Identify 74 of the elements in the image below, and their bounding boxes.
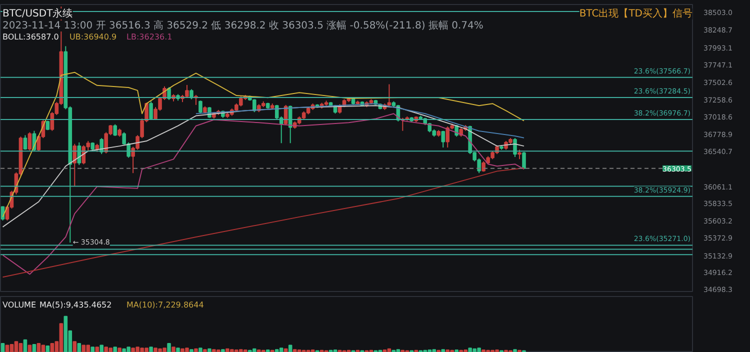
bar xyxy=(18,342,23,352)
candlestick xyxy=(28,132,32,151)
chart-title: BTC/USDT永续 xyxy=(2,8,73,20)
bar xyxy=(167,342,171,352)
bar xyxy=(297,349,302,352)
text: MA(5):9,435.4652 xyxy=(40,300,112,310)
bar xyxy=(274,349,279,352)
line-series xyxy=(2,168,524,278)
text: MA(10):7,229.8644 xyxy=(126,300,204,310)
bar xyxy=(113,346,117,352)
candlestick xyxy=(72,143,77,187)
bar xyxy=(64,316,68,352)
bar xyxy=(208,348,212,352)
bar xyxy=(90,346,95,352)
bar xyxy=(441,349,446,352)
bar xyxy=(41,344,46,352)
bar xyxy=(46,345,50,352)
line-series xyxy=(2,72,524,218)
bar xyxy=(387,348,392,352)
bar xyxy=(284,348,288,352)
bar xyxy=(32,344,36,352)
candlestick xyxy=(190,88,194,100)
candlestick xyxy=(149,100,153,121)
bar xyxy=(513,349,517,352)
annotation: BOLL:36587.0 xyxy=(2,32,59,42)
bar xyxy=(203,349,207,352)
bar xyxy=(5,344,10,352)
annotation: UB:36940.9 xyxy=(70,32,117,42)
bar xyxy=(176,348,180,352)
bar xyxy=(50,342,54,352)
annotation: LB:36236.1 xyxy=(126,32,172,42)
bar xyxy=(59,323,64,352)
bar xyxy=(279,348,284,352)
bar xyxy=(288,344,292,352)
bar xyxy=(292,349,297,352)
candlestick xyxy=(113,124,117,136)
bar xyxy=(198,348,202,352)
bar xyxy=(149,346,153,352)
bar xyxy=(396,349,400,352)
bar xyxy=(100,344,104,352)
chart-title: VOLUME xyxy=(2,300,36,310)
bar xyxy=(118,348,122,352)
bar xyxy=(72,341,77,352)
text: 2023-11-14 13:00 开 36516.3 高 36529.2 低 36298.2 收 36303.5 涨幅 -0.58%(-211.8) 振幅 0.74% xyxy=(2,20,484,32)
bar xyxy=(454,349,458,352)
bar xyxy=(252,348,256,352)
bar xyxy=(221,349,225,352)
line-series xyxy=(195,103,524,138)
bar xyxy=(95,346,100,352)
bar xyxy=(77,342,82,352)
bar xyxy=(190,349,194,352)
bar xyxy=(28,344,32,352)
bar xyxy=(14,341,18,352)
bar xyxy=(82,344,86,352)
bar xyxy=(10,344,14,352)
bar xyxy=(382,349,387,352)
bar xyxy=(266,349,270,352)
candlestick xyxy=(522,151,526,170)
line-series xyxy=(2,105,524,228)
candlestick xyxy=(518,149,522,160)
bar xyxy=(36,342,41,352)
bar xyxy=(333,349,338,352)
bar xyxy=(310,349,315,352)
candlestick xyxy=(198,100,202,114)
candlestick xyxy=(23,134,28,150)
candlestick xyxy=(387,84,392,107)
bar xyxy=(23,339,28,352)
line-series xyxy=(2,113,524,275)
bar xyxy=(172,346,176,352)
candlestick xyxy=(252,98,256,113)
candlestick xyxy=(441,130,446,148)
bar xyxy=(0,342,5,352)
annotation: BTC出现【TD买入】信号 xyxy=(579,8,693,20)
bar xyxy=(194,348,198,352)
